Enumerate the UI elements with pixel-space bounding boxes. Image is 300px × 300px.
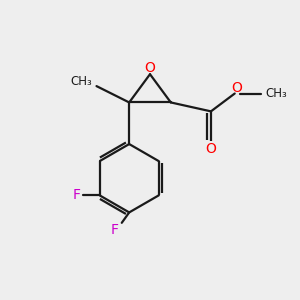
Text: CH₃: CH₃ <box>70 74 92 88</box>
Text: O: O <box>206 142 216 155</box>
Text: CH₃: CH₃ <box>265 87 287 100</box>
Text: F: F <box>72 188 80 202</box>
Text: O: O <box>145 61 155 75</box>
Text: O: O <box>231 81 242 94</box>
Text: F: F <box>110 223 118 237</box>
